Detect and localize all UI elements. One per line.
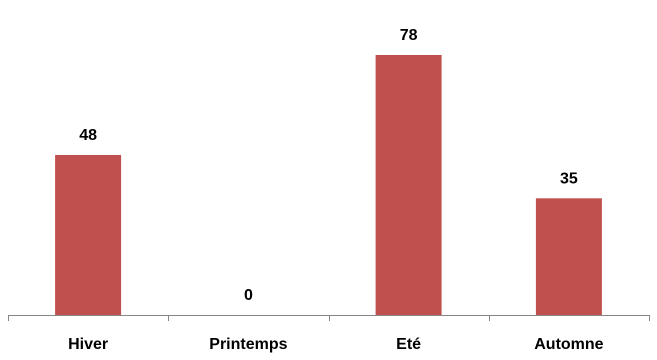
- data-label-0: 48: [79, 127, 97, 144]
- bar-2: [375, 55, 442, 315]
- bar-3: [535, 198, 602, 315]
- bar-0: [55, 155, 122, 315]
- x-tick-label-2: Eté: [396, 336, 421, 353]
- data-label-3: 35: [560, 170, 578, 187]
- x-tick-label-1: Printemps: [209, 336, 287, 353]
- data-labels-layer: 48 0 78 35: [79, 27, 578, 304]
- x-tick-label-3: Automne: [534, 336, 603, 353]
- x-tick-labels: Hiver Printemps Eté Automne: [68, 336, 604, 353]
- x-tick-label-0: Hiver: [68, 336, 108, 353]
- data-label-1: 0: [244, 287, 253, 304]
- x-axis: [8, 315, 650, 321]
- bars-layer: [55, 55, 602, 315]
- data-label-2: 78: [400, 27, 418, 44]
